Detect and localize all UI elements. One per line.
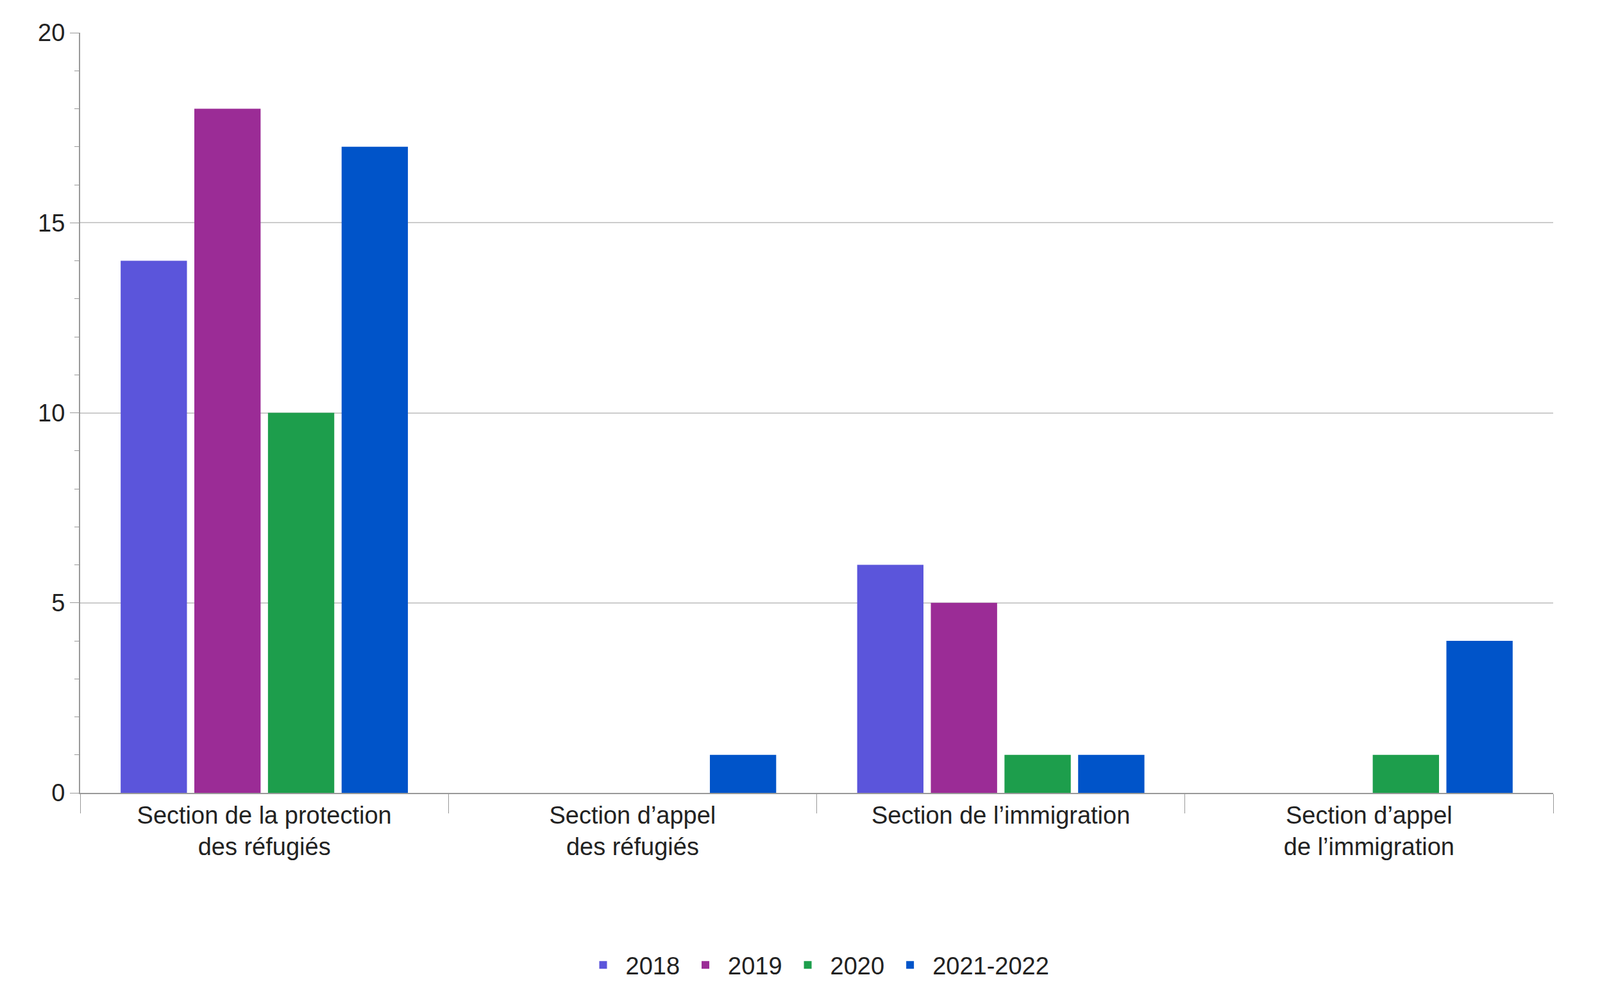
svg-text:2020: 2020	[830, 952, 885, 980]
svg-text:Section d’appeldes réfugiés: Section d’appeldes réfugiés	[548, 801, 716, 860]
svg-text:0: 0	[51, 779, 65, 807]
svg-text:2018: 2018	[625, 952, 681, 980]
svg-text:2021-2022: 2021-2022	[932, 952, 1050, 980]
svg-text:15: 15	[37, 209, 65, 237]
svg-text:10: 10	[37, 399, 65, 427]
svg-text:Section de l’immigration: Section de l’immigration	[871, 801, 1130, 829]
svg-text:20: 20	[37, 19, 65, 47]
svg-text:Section d’appelde l’immigratio: Section d’appelde l’immigration	[1283, 801, 1455, 860]
svg-text:2019: 2019	[727, 952, 783, 980]
svg-text:5: 5	[51, 589, 65, 617]
svg-text:Section de la protectiondes ré: Section de la protectiondes réfugiés	[137, 801, 392, 860]
